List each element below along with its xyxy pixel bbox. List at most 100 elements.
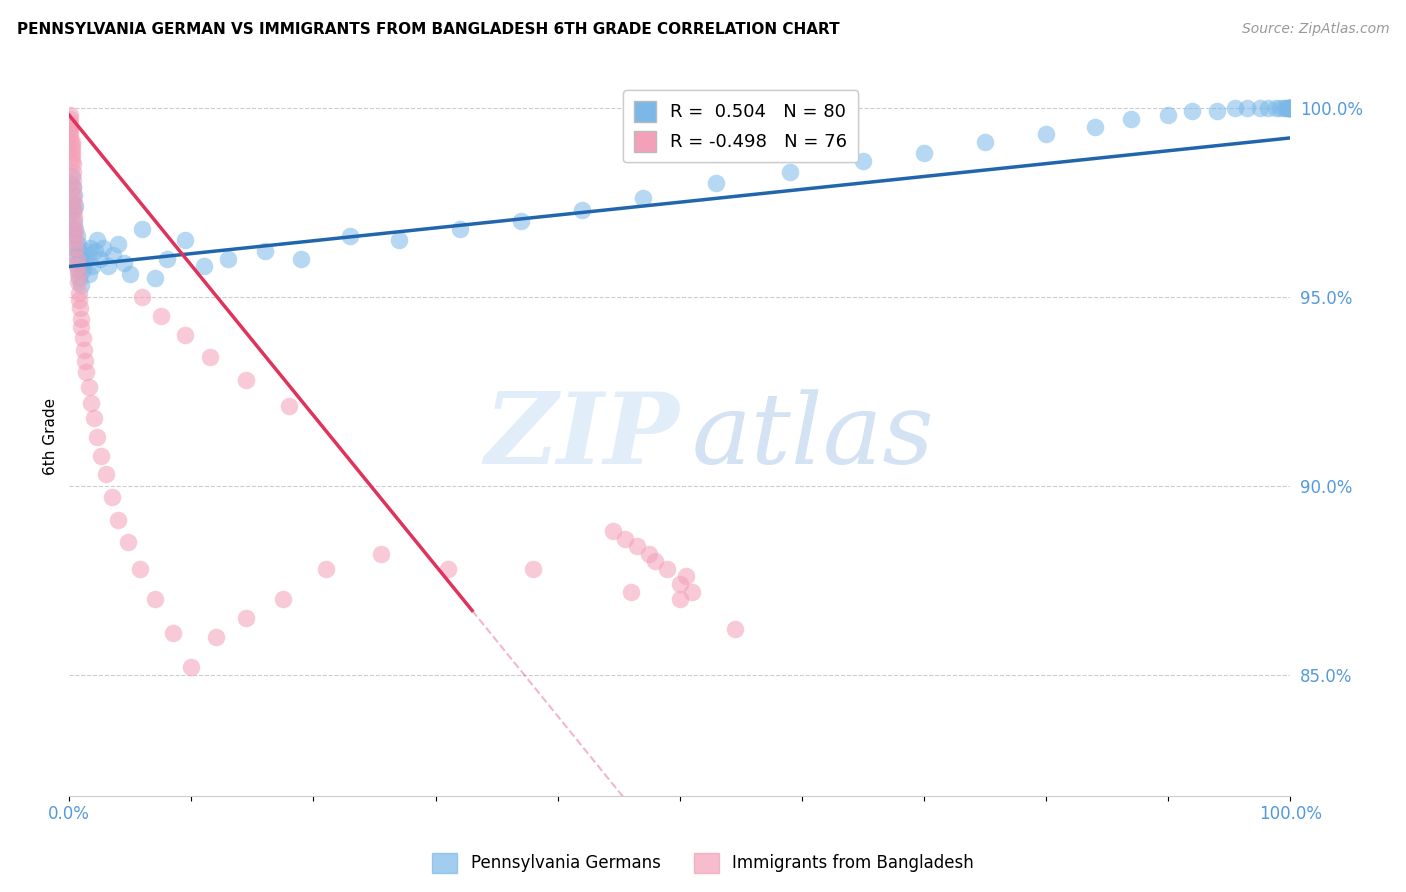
- Point: [75, 365, 97, 379]
- Point: [93, 241, 115, 255]
- Point: [59, 116, 82, 130]
- Point: [290, 252, 312, 266]
- Point: [65, 248, 87, 262]
- Point: [63, 211, 86, 225]
- Point: [80, 395, 103, 409]
- Point: [974, 135, 997, 149]
- Point: [131, 221, 153, 235]
- Point: [278, 400, 301, 414]
- Point: [89, 252, 111, 266]
- Point: [67, 270, 90, 285]
- Point: [60, 138, 83, 153]
- Point: [631, 191, 654, 205]
- Point: [668, 577, 690, 591]
- Point: [73, 255, 96, 269]
- Point: [60, 169, 83, 183]
- Point: [198, 350, 221, 364]
- Point: [638, 547, 661, 561]
- Point: [1206, 104, 1229, 119]
- Point: [59, 108, 82, 122]
- Point: [1279, 101, 1302, 115]
- Point: [65, 260, 87, 274]
- Point: [83, 410, 105, 425]
- Point: [70, 252, 93, 266]
- Point: [204, 630, 226, 644]
- Point: [59, 206, 82, 220]
- Point: [620, 584, 643, 599]
- Point: [602, 524, 624, 538]
- Point: [66, 263, 89, 277]
- Point: [65, 252, 87, 266]
- Point: [668, 592, 690, 607]
- Point: [1278, 101, 1301, 115]
- Point: [59, 127, 82, 141]
- Point: [90, 449, 112, 463]
- Point: [60, 150, 83, 164]
- Point: [65, 221, 87, 235]
- Point: [69, 301, 91, 315]
- Point: [1277, 101, 1299, 115]
- Point: [1236, 101, 1258, 115]
- Point: [73, 343, 96, 357]
- Point: [97, 260, 120, 274]
- Point: [59, 131, 82, 145]
- Point: [66, 267, 89, 281]
- Point: [1257, 101, 1279, 115]
- Point: [72, 331, 94, 345]
- Point: [65, 226, 87, 240]
- Point: [522, 562, 544, 576]
- Point: [86, 233, 108, 247]
- Point: [107, 236, 129, 251]
- Point: [143, 270, 166, 285]
- Point: [63, 195, 86, 210]
- Point: [1270, 101, 1292, 115]
- Point: [70, 278, 93, 293]
- Point: [779, 165, 801, 179]
- Point: [65, 255, 87, 269]
- Point: [571, 202, 593, 217]
- Point: [1249, 101, 1271, 115]
- Point: [449, 221, 471, 235]
- Point: [1279, 101, 1302, 115]
- Point: [75, 244, 97, 259]
- Point: [62, 202, 84, 217]
- Point: [1121, 112, 1143, 126]
- Point: [174, 327, 197, 342]
- Point: [174, 233, 197, 247]
- Point: [852, 153, 875, 168]
- Point: [67, 244, 90, 259]
- Point: [60, 153, 83, 168]
- Point: [65, 233, 87, 247]
- Point: [1278, 101, 1301, 115]
- Point: [77, 380, 100, 394]
- Point: [1272, 101, 1295, 115]
- Point: [1084, 120, 1107, 134]
- Point: [60, 135, 83, 149]
- Point: [156, 252, 179, 266]
- Point: [1225, 101, 1247, 115]
- Point: [675, 569, 697, 583]
- Point: [62, 180, 84, 194]
- Point: [117, 535, 139, 549]
- Point: [1035, 127, 1057, 141]
- Point: [339, 229, 361, 244]
- Point: [83, 244, 105, 259]
- Point: [1279, 101, 1302, 115]
- Y-axis label: 6th Grade: 6th Grade: [44, 398, 58, 475]
- Legend: Pennsylvania Germans, Immigrants from Bangladesh: Pennsylvania Germans, Immigrants from Ba…: [426, 847, 980, 880]
- Point: [86, 429, 108, 443]
- Point: [65, 229, 87, 244]
- Point: [62, 172, 84, 186]
- Text: atlas: atlas: [692, 389, 935, 484]
- Point: [101, 490, 124, 504]
- Point: [62, 180, 84, 194]
- Point: [271, 592, 294, 607]
- Point: [63, 214, 86, 228]
- Point: [626, 539, 648, 553]
- Point: [63, 202, 86, 217]
- Point: [62, 157, 84, 171]
- Point: [76, 248, 98, 262]
- Point: [63, 218, 86, 232]
- Point: [59, 112, 82, 126]
- Point: [315, 562, 337, 576]
